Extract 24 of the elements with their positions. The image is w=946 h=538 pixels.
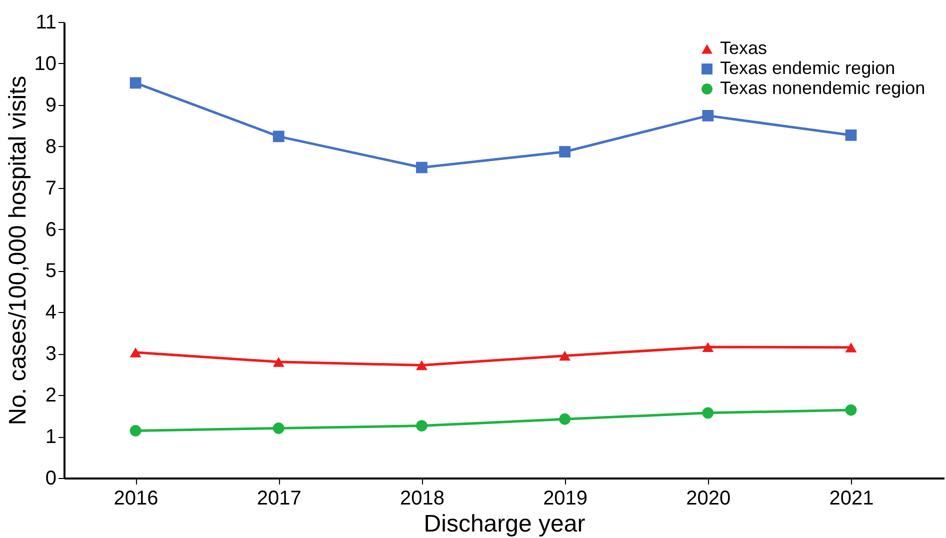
x-axis-title: Discharge year (424, 510, 586, 538)
point (845, 342, 857, 352)
y-tick-label: 4 (45, 302, 56, 324)
y-tick-label: 8 (45, 136, 56, 158)
y-tick-label: 6 (45, 218, 56, 241)
y-tick-label: 2 (45, 384, 56, 407)
legend-label: Texas nonendemic region (720, 78, 926, 98)
x-tick-label: 2018 (400, 488, 444, 510)
x-tick-label: 2017 (256, 488, 302, 510)
y-axis-title: No. cases/100,000 hospital visits (4, 76, 32, 426)
y-tick-label: 10 (34, 52, 56, 75)
y-tick-label: 7 (45, 177, 56, 200)
y-tick-label: 3 (45, 343, 56, 366)
y-tick-label: 9 (45, 94, 56, 116)
x-tick-label: 2019 (543, 488, 588, 510)
legend-label: Texas (720, 38, 768, 58)
x-tick-label: 2021 (829, 488, 874, 510)
y-tick-label: 1 (45, 426, 56, 448)
y-tick-label: 0 (45, 468, 56, 490)
x-tick-label: 2016 (114, 488, 158, 510)
legend-label: Texas endemic region (720, 58, 896, 78)
y-tick-label: 11 (36, 12, 56, 34)
x-tick-label: 2020 (686, 488, 731, 510)
y-tick-label: 5 (45, 260, 56, 282)
